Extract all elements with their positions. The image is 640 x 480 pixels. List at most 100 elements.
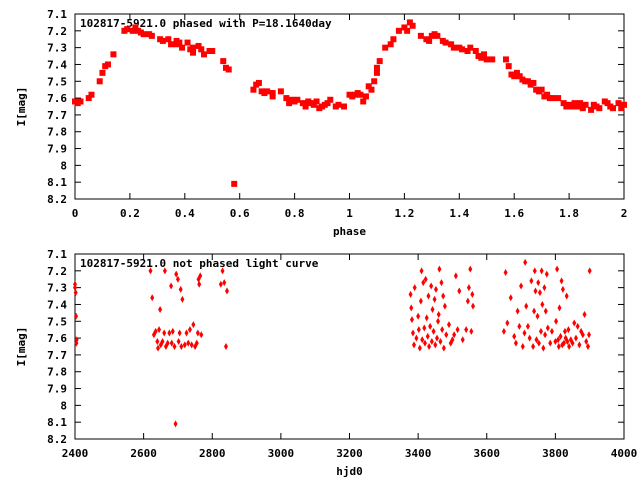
x-tick-label: 1.6 bbox=[504, 207, 524, 220]
data-point bbox=[159, 37, 166, 44]
y-axis-label: I[mag] bbox=[15, 87, 28, 127]
chart-title: 102817-5921.0 not phased light curve bbox=[80, 257, 319, 270]
data-point bbox=[153, 327, 158, 335]
data-point bbox=[520, 343, 525, 350]
data-point bbox=[222, 279, 227, 287]
phased-plot: 0 0.2 0.4 0.6 0.8 1 1.2 1.4 1.6 1.8 2 7.1 7.2 7.3 7.4 7… bbox=[15, 8, 627, 238]
data-point bbox=[148, 32, 155, 39]
data-point bbox=[209, 48, 216, 54]
data-point bbox=[169, 339, 174, 347]
data-point bbox=[444, 331, 449, 339]
data-point bbox=[621, 101, 627, 108]
data-point bbox=[148, 267, 153, 275]
data-point bbox=[467, 44, 474, 51]
x-tick-label: 3800 bbox=[542, 447, 569, 460]
data-point bbox=[539, 267, 544, 275]
data-point bbox=[540, 300, 545, 308]
data-point bbox=[434, 334, 439, 342]
data-point bbox=[197, 280, 202, 288]
data-point bbox=[537, 289, 542, 297]
data-point bbox=[523, 258, 528, 266]
data-point bbox=[225, 66, 232, 73]
data-point bbox=[371, 78, 378, 85]
data-point bbox=[416, 326, 421, 334]
data-point bbox=[557, 304, 562, 312]
data-point bbox=[167, 329, 172, 337]
data-point bbox=[519, 282, 524, 290]
data-point bbox=[439, 279, 444, 287]
data-point bbox=[434, 32, 441, 39]
data-point bbox=[564, 292, 569, 300]
data-point bbox=[190, 49, 197, 56]
y-tick-label: 7.3 bbox=[47, 282, 67, 295]
data-point bbox=[155, 337, 160, 345]
data-point bbox=[162, 267, 167, 275]
data-point bbox=[427, 343, 432, 350]
data-point bbox=[73, 289, 78, 297]
data-point bbox=[560, 285, 565, 293]
data-point bbox=[417, 344, 422, 352]
data-point bbox=[436, 311, 441, 319]
data-point bbox=[421, 279, 426, 287]
data-point bbox=[162, 329, 167, 337]
data-point bbox=[532, 267, 537, 275]
x-tick-label: 2 bbox=[621, 207, 628, 220]
y-tick-label: 7.5 bbox=[47, 75, 67, 88]
data-point bbox=[360, 98, 367, 105]
data-point bbox=[182, 341, 187, 349]
data-point bbox=[585, 343, 590, 350]
data-point bbox=[433, 285, 438, 293]
data-point bbox=[327, 96, 334, 103]
data-point bbox=[422, 324, 427, 332]
data-point bbox=[160, 337, 165, 345]
data-point bbox=[531, 343, 536, 350]
x-tick-label: 1.8 bbox=[559, 207, 579, 220]
y-tick-label: 7.1 bbox=[47, 248, 67, 261]
x-tick-label: 1.2 bbox=[394, 207, 414, 220]
data-point bbox=[218, 280, 223, 288]
x-tick-label: 3400 bbox=[405, 447, 432, 460]
data-point bbox=[124, 26, 131, 33]
data-point bbox=[536, 279, 541, 287]
data-point bbox=[559, 277, 564, 285]
data-point bbox=[536, 339, 541, 347]
y-tick-label: 7.3 bbox=[47, 42, 67, 55]
x-tick-label: 4000 bbox=[611, 447, 638, 460]
data-point bbox=[525, 322, 530, 330]
data-point bbox=[194, 339, 199, 347]
data-point bbox=[513, 339, 518, 347]
data-point bbox=[409, 316, 414, 324]
data-point bbox=[231, 180, 238, 187]
data-point bbox=[176, 39, 183, 46]
chart-title: 102817-5921.0 phased with P=18.1640day bbox=[80, 17, 332, 30]
x-tick-label: 3600 bbox=[474, 447, 501, 460]
data-point bbox=[177, 329, 182, 337]
data-point bbox=[187, 326, 192, 334]
data-point bbox=[335, 101, 342, 108]
data-point bbox=[357, 91, 364, 98]
data-point bbox=[455, 326, 460, 334]
data-point bbox=[466, 284, 471, 292]
data-point bbox=[425, 332, 430, 340]
data-point bbox=[341, 103, 348, 110]
data-point bbox=[73, 280, 77, 288]
data-point bbox=[570, 339, 575, 347]
data-point bbox=[542, 284, 547, 292]
data-point bbox=[376, 58, 383, 65]
data-point bbox=[225, 287, 230, 295]
data-point bbox=[373, 69, 380, 76]
data-point bbox=[615, 100, 622, 107]
x-tick-label: 0.2 bbox=[120, 207, 140, 220]
data-point bbox=[387, 41, 394, 48]
data-point bbox=[512, 332, 517, 340]
data-point bbox=[541, 344, 546, 352]
data-point bbox=[422, 339, 427, 347]
data-point bbox=[179, 343, 184, 350]
data-point bbox=[310, 101, 317, 108]
data-point bbox=[545, 324, 550, 332]
data-point bbox=[156, 344, 161, 352]
data-point bbox=[571, 100, 578, 107]
x-axis-label: hjd0 bbox=[336, 465, 363, 478]
data-point bbox=[382, 44, 389, 51]
data-point bbox=[299, 100, 306, 107]
